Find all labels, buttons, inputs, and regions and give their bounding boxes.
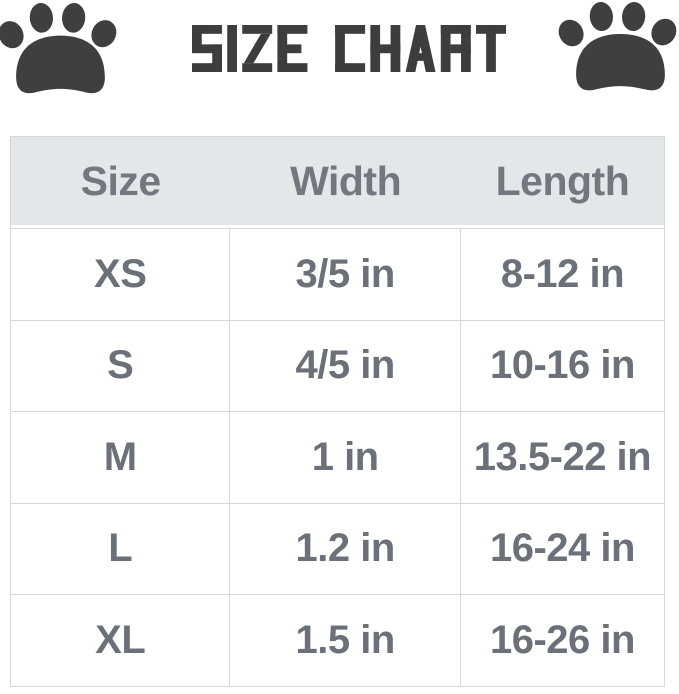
table-row: L 1.2 in 16-24 in [11, 502, 664, 594]
width-cell: 1.5 in [230, 595, 461, 686]
width-cell: 1 in [230, 412, 461, 503]
table-row: S 4/5 in 10-16 in [11, 319, 664, 411]
length-cell: 13.5-22 in [473, 434, 652, 479]
size-cell: L [11, 503, 231, 594]
table-row: XS 3/5 in 8-12 in [11, 228, 664, 320]
table-header-row: Size Width Length [11, 137, 664, 225]
table-row: XL 1.5 in 16-26 in [11, 594, 664, 686]
header-size: Size [80, 157, 162, 204]
paw-icon [0, 2, 118, 101]
length-cell: 16-24 in [489, 526, 635, 571]
size-cell: S [11, 320, 231, 411]
width-cell: 3/5 in [230, 229, 461, 320]
width-cell: 4/5 in [230, 320, 461, 411]
size-cell: XS [11, 229, 231, 320]
length-cell: 16-26 in [489, 617, 635, 662]
size-chart-table: Size Width Length XS 3/5 in 8-12 in S 4/… [10, 136, 665, 687]
length-cell: 8-12 in [500, 251, 625, 296]
size-cell: XL [11, 595, 231, 686]
header-length: Length [495, 157, 630, 204]
width-cell: 1.2 in [230, 503, 461, 594]
length-cell: 10-16 in [489, 343, 635, 388]
size-cell: M [11, 412, 231, 503]
paw-icon [557, 1, 678, 98]
table-row: M 1 in 13.5-22 in [11, 411, 664, 503]
header-width: Width [290, 157, 402, 204]
header-divider [11, 225, 664, 228]
page-title [192, 25, 506, 72]
